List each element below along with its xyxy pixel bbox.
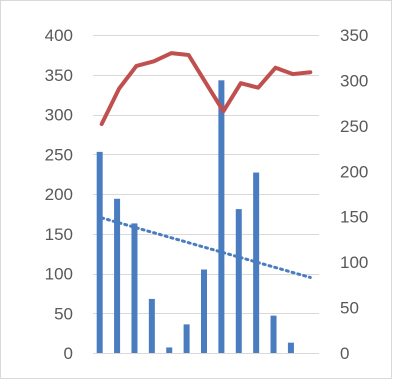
left-tick-label: 400: [45, 26, 73, 45]
bar: [218, 80, 225, 353]
right-tick-label: 200: [340, 162, 368, 181]
bar: [166, 347, 173, 353]
left-tick-label: 250: [45, 145, 73, 164]
right-tick-label: 0: [340, 344, 349, 363]
right-tick-label: 50: [340, 299, 359, 318]
bar: [96, 151, 103, 353]
bar: [114, 198, 121, 353]
bar: [148, 298, 155, 353]
trendline-series: [100, 216, 312, 279]
left-tick-label: 50: [54, 304, 73, 323]
right-tick-label: 150: [340, 208, 368, 227]
left-tick-label: 150: [45, 225, 73, 244]
left-tick-label: 100: [45, 265, 73, 284]
left-tick-label: 350: [45, 66, 73, 85]
right-tick-label: 250: [340, 117, 368, 136]
line-series: [99, 51, 313, 127]
gridlines: [93, 35, 319, 354]
left-tick-label: 200: [45, 185, 73, 204]
bar: [270, 315, 277, 353]
right-tick-label: 100: [340, 253, 368, 272]
bar: [183, 324, 190, 353]
right-tick-label: 300: [340, 71, 368, 90]
left-tick-label: 0: [64, 344, 73, 363]
line-series-path: [99, 51, 313, 127]
bar: [235, 209, 242, 353]
right-axis-ticks: 0 50 100 150 200 250 300 350: [340, 26, 368, 363]
right-tick-label: 350: [340, 26, 368, 45]
bar: [131, 223, 138, 353]
bar: [201, 269, 207, 353]
trendline: [100, 216, 312, 279]
bar: [287, 342, 294, 353]
left-axis-ticks: 0 50 100 150 200 250 300 350 400: [45, 26, 73, 363]
left-tick-label: 300: [45, 106, 73, 125]
